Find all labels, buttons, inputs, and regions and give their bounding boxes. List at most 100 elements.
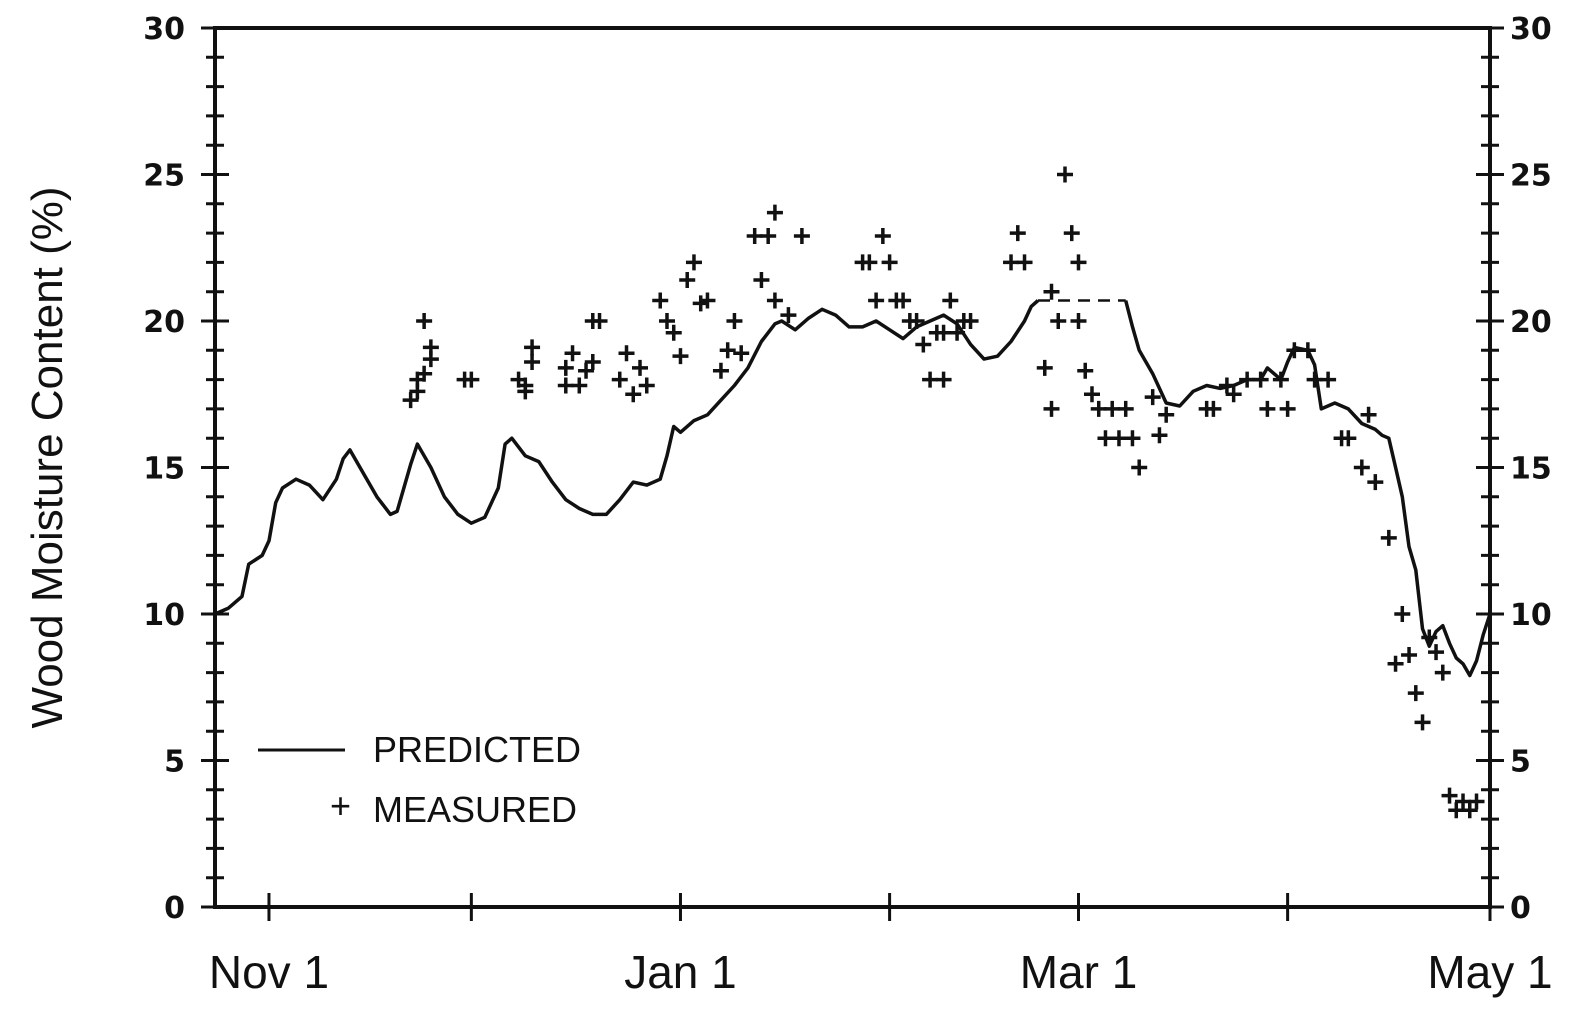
measured-point [1401,647,1418,664]
measured-point [1124,430,1141,447]
measured-point [402,392,419,409]
measured-point [1070,313,1087,329]
measured-point [591,313,608,329]
measured-point [760,228,777,245]
measured-point [1367,474,1384,491]
measured-point [564,345,581,362]
y-tick-label-right: 30 [1510,12,1552,47]
measured-point [1320,371,1337,388]
y-tick-label-right: 20 [1510,305,1552,340]
measured-point [679,271,696,288]
measured-point [766,292,783,309]
y-tick-label-right: 10 [1510,598,1552,633]
measured-point [719,342,736,359]
measured-point [1259,400,1276,417]
measured-point [895,292,912,309]
measured-point [1144,389,1161,406]
measured-point [1299,342,1316,359]
measured-point [1387,655,1404,672]
measured-point [1421,629,1438,646]
measured-point [1306,371,1323,388]
measured-point [766,204,783,221]
measured-point [1050,313,1067,329]
measured-point [1428,644,1445,661]
measured-point [861,254,878,271]
measured-point [1353,459,1370,476]
y-tick-label-left: 30 [143,12,185,47]
measured-point [557,377,574,394]
y-tick-label-left: 15 [143,452,185,487]
x-tick-label: Jan 1 [624,946,737,998]
y-tick-label-right: 15 [1510,452,1552,487]
measured-point [1104,400,1121,417]
measured-point [874,228,891,245]
y-tick-label-right: 0 [1510,891,1531,926]
measured-point [1461,802,1478,819]
measured-point [665,324,682,341]
measured-point [1036,359,1053,376]
measured-point [1225,386,1242,403]
measured-point [685,254,702,271]
measured-point [1097,430,1114,447]
x-tick-label: Mar 1 [1020,946,1138,998]
measured-point [1286,342,1303,359]
measured-point [868,292,885,309]
measured-point [672,348,689,365]
measured-point [557,359,574,376]
measured-point [611,371,628,388]
measured-point [1009,225,1026,242]
measured-point [1057,166,1073,183]
measured-point [524,354,541,371]
measured-point [578,362,595,379]
measured-point [1131,459,1148,476]
measured-point [1158,406,1175,423]
measured-point [1394,606,1411,622]
measured-point [881,254,898,271]
measured-point [416,313,433,329]
measured-point [780,307,797,324]
measured-point [1239,371,1256,388]
measured-point [1468,793,1485,810]
measured-point [1090,400,1107,417]
measured-point [793,228,810,245]
measured-point [422,339,439,356]
measured-point [1063,225,1080,242]
measured-point [726,313,743,329]
measured-point [1016,254,1033,271]
measured-point [746,228,763,245]
y-tick-label-left: 0 [164,891,185,926]
predicted-line-2 [1124,300,1492,678]
measured-point [1272,371,1289,388]
measured-point [463,371,480,388]
measured-point [1003,254,1020,271]
measured-point [1360,406,1377,423]
y-tick-label-left: 25 [143,159,185,194]
measured-point [632,359,648,376]
measured-point [658,313,675,329]
measured-point [935,324,952,341]
measured-point [935,371,952,388]
y-tick-label-left: 5 [164,745,185,780]
measured-point [922,371,939,388]
measured-point [733,345,750,362]
measured-point [1083,386,1100,403]
measured-point [1218,377,1235,394]
x-axis: Nov 1 Jan 1 Mar 1 May 1 [209,893,1553,998]
y-axis-left: 0 5 10 15 20 25 30 [143,12,229,926]
y-axis-title-group: Wood Moisture Content (%) [23,186,72,728]
measured-point [712,362,729,379]
measured-point [517,383,534,400]
measured-point [625,386,642,403]
legend-measured-label: MEASURED [373,789,577,830]
measured-point [638,377,655,394]
measured-point [618,345,635,362]
legend-measured-swatch: + [330,785,351,826]
legend: PREDICTED + MEASURED [258,729,581,830]
measured-point [584,354,601,371]
plot-frame [213,26,1492,909]
y-tick-label-left: 10 [143,598,185,633]
series-layer [214,166,1492,819]
series-measured [402,166,1485,819]
measured-point [1434,664,1451,681]
